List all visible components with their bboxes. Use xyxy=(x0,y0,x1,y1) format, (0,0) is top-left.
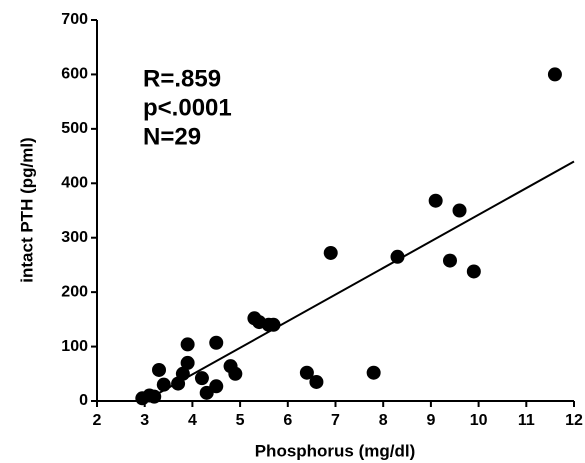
x-axis-label: Phosphorus (mg/dl) xyxy=(255,441,416,460)
point xyxy=(323,245,338,260)
annotation: p<.0001 xyxy=(143,94,232,121)
y-tick-label: 400 xyxy=(61,175,88,192)
fit-line xyxy=(144,160,575,402)
point xyxy=(171,376,186,391)
point xyxy=(366,365,381,380)
point xyxy=(180,355,195,370)
point xyxy=(452,203,467,218)
point xyxy=(299,365,314,380)
point xyxy=(199,385,214,400)
y-tick-label: 200 xyxy=(61,283,88,300)
point xyxy=(228,366,243,381)
point xyxy=(547,67,562,82)
y-tick-label: 100 xyxy=(61,338,88,355)
point xyxy=(466,264,481,279)
y-tick-label: 600 xyxy=(61,66,88,83)
point xyxy=(180,337,195,352)
x-tick-label: 3 xyxy=(140,412,149,429)
point xyxy=(135,391,150,406)
y-tick-label: 500 xyxy=(61,120,88,137)
point xyxy=(266,317,281,332)
annotation: N=29 xyxy=(143,123,201,150)
y-axis-label: intact PTH (pg/ml) xyxy=(17,137,36,282)
point xyxy=(309,374,324,389)
point xyxy=(428,193,443,208)
annotation: R=.859 xyxy=(143,65,221,92)
point xyxy=(390,249,405,264)
x-tick-label: 9 xyxy=(426,412,435,429)
y-tick-label: 300 xyxy=(61,229,88,246)
y-tick-label: 700 xyxy=(61,11,88,28)
point xyxy=(147,389,162,404)
x-tick-label: 10 xyxy=(470,412,488,429)
x-tick-label: 12 xyxy=(565,412,583,429)
x-tick-label: 6 xyxy=(283,412,292,429)
point xyxy=(209,335,224,350)
point xyxy=(442,253,457,268)
y-tick-label: 0 xyxy=(79,392,88,409)
x-tick-label: 2 xyxy=(93,412,102,429)
point xyxy=(194,371,209,386)
x-tick-label: 11 xyxy=(518,412,535,429)
x-tick-label: 8 xyxy=(379,412,388,429)
x-tick-label: 4 xyxy=(188,412,197,429)
point xyxy=(152,362,167,377)
x-tick-label: 5 xyxy=(236,412,245,429)
x-tick-label: 7 xyxy=(331,412,340,429)
point xyxy=(156,377,171,392)
